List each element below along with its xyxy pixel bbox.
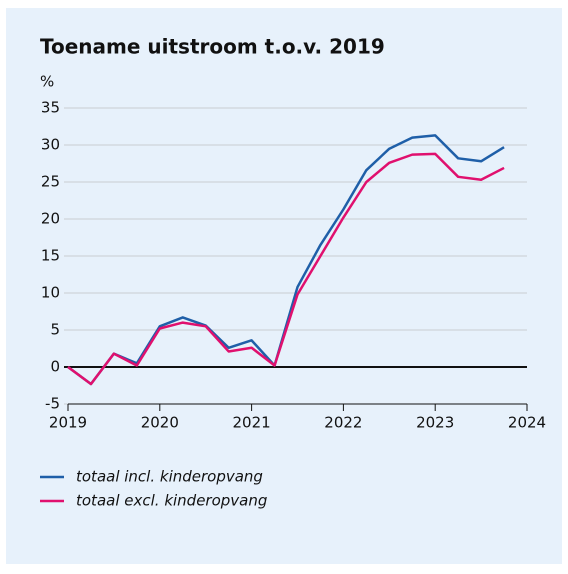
y-tick-label: 30 [41, 136, 60, 154]
x-tick-label: 2020 [141, 414, 179, 432]
y-tick-label: 35 [41, 99, 60, 117]
panel [6, 8, 562, 564]
x-tick-label: 2019 [49, 414, 87, 432]
x-tick-label: 2022 [324, 414, 362, 432]
x-tick-label: 2023 [416, 414, 454, 432]
chart-title: Toename uitstroom t.o.v. 2019 [40, 35, 385, 59]
y-tick-label: 5 [50, 321, 60, 339]
legend-label: totaal incl. kinderopvang [76, 468, 263, 486]
x-tick-label: 2024 [508, 414, 546, 432]
y-tick-label: 25 [41, 173, 60, 191]
y-tick-label: 20 [41, 210, 60, 228]
y-tick-label: 0 [50, 358, 60, 376]
x-tick-label: 2021 [233, 414, 271, 432]
y-axis-label: % [40, 73, 54, 91]
y-tick-label: 15 [41, 247, 60, 265]
y-tick-label: 10 [41, 284, 60, 302]
legend-label: totaal excl. kinderopvang [76, 492, 267, 510]
series-line [67, 152, 505, 386]
y-tick-label: -5 [45, 395, 60, 413]
